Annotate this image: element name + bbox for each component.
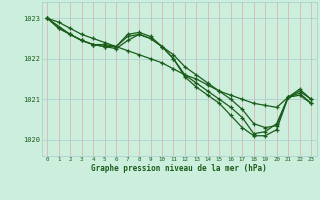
X-axis label: Graphe pression niveau de la mer (hPa): Graphe pression niveau de la mer (hPa) xyxy=(91,164,267,173)
